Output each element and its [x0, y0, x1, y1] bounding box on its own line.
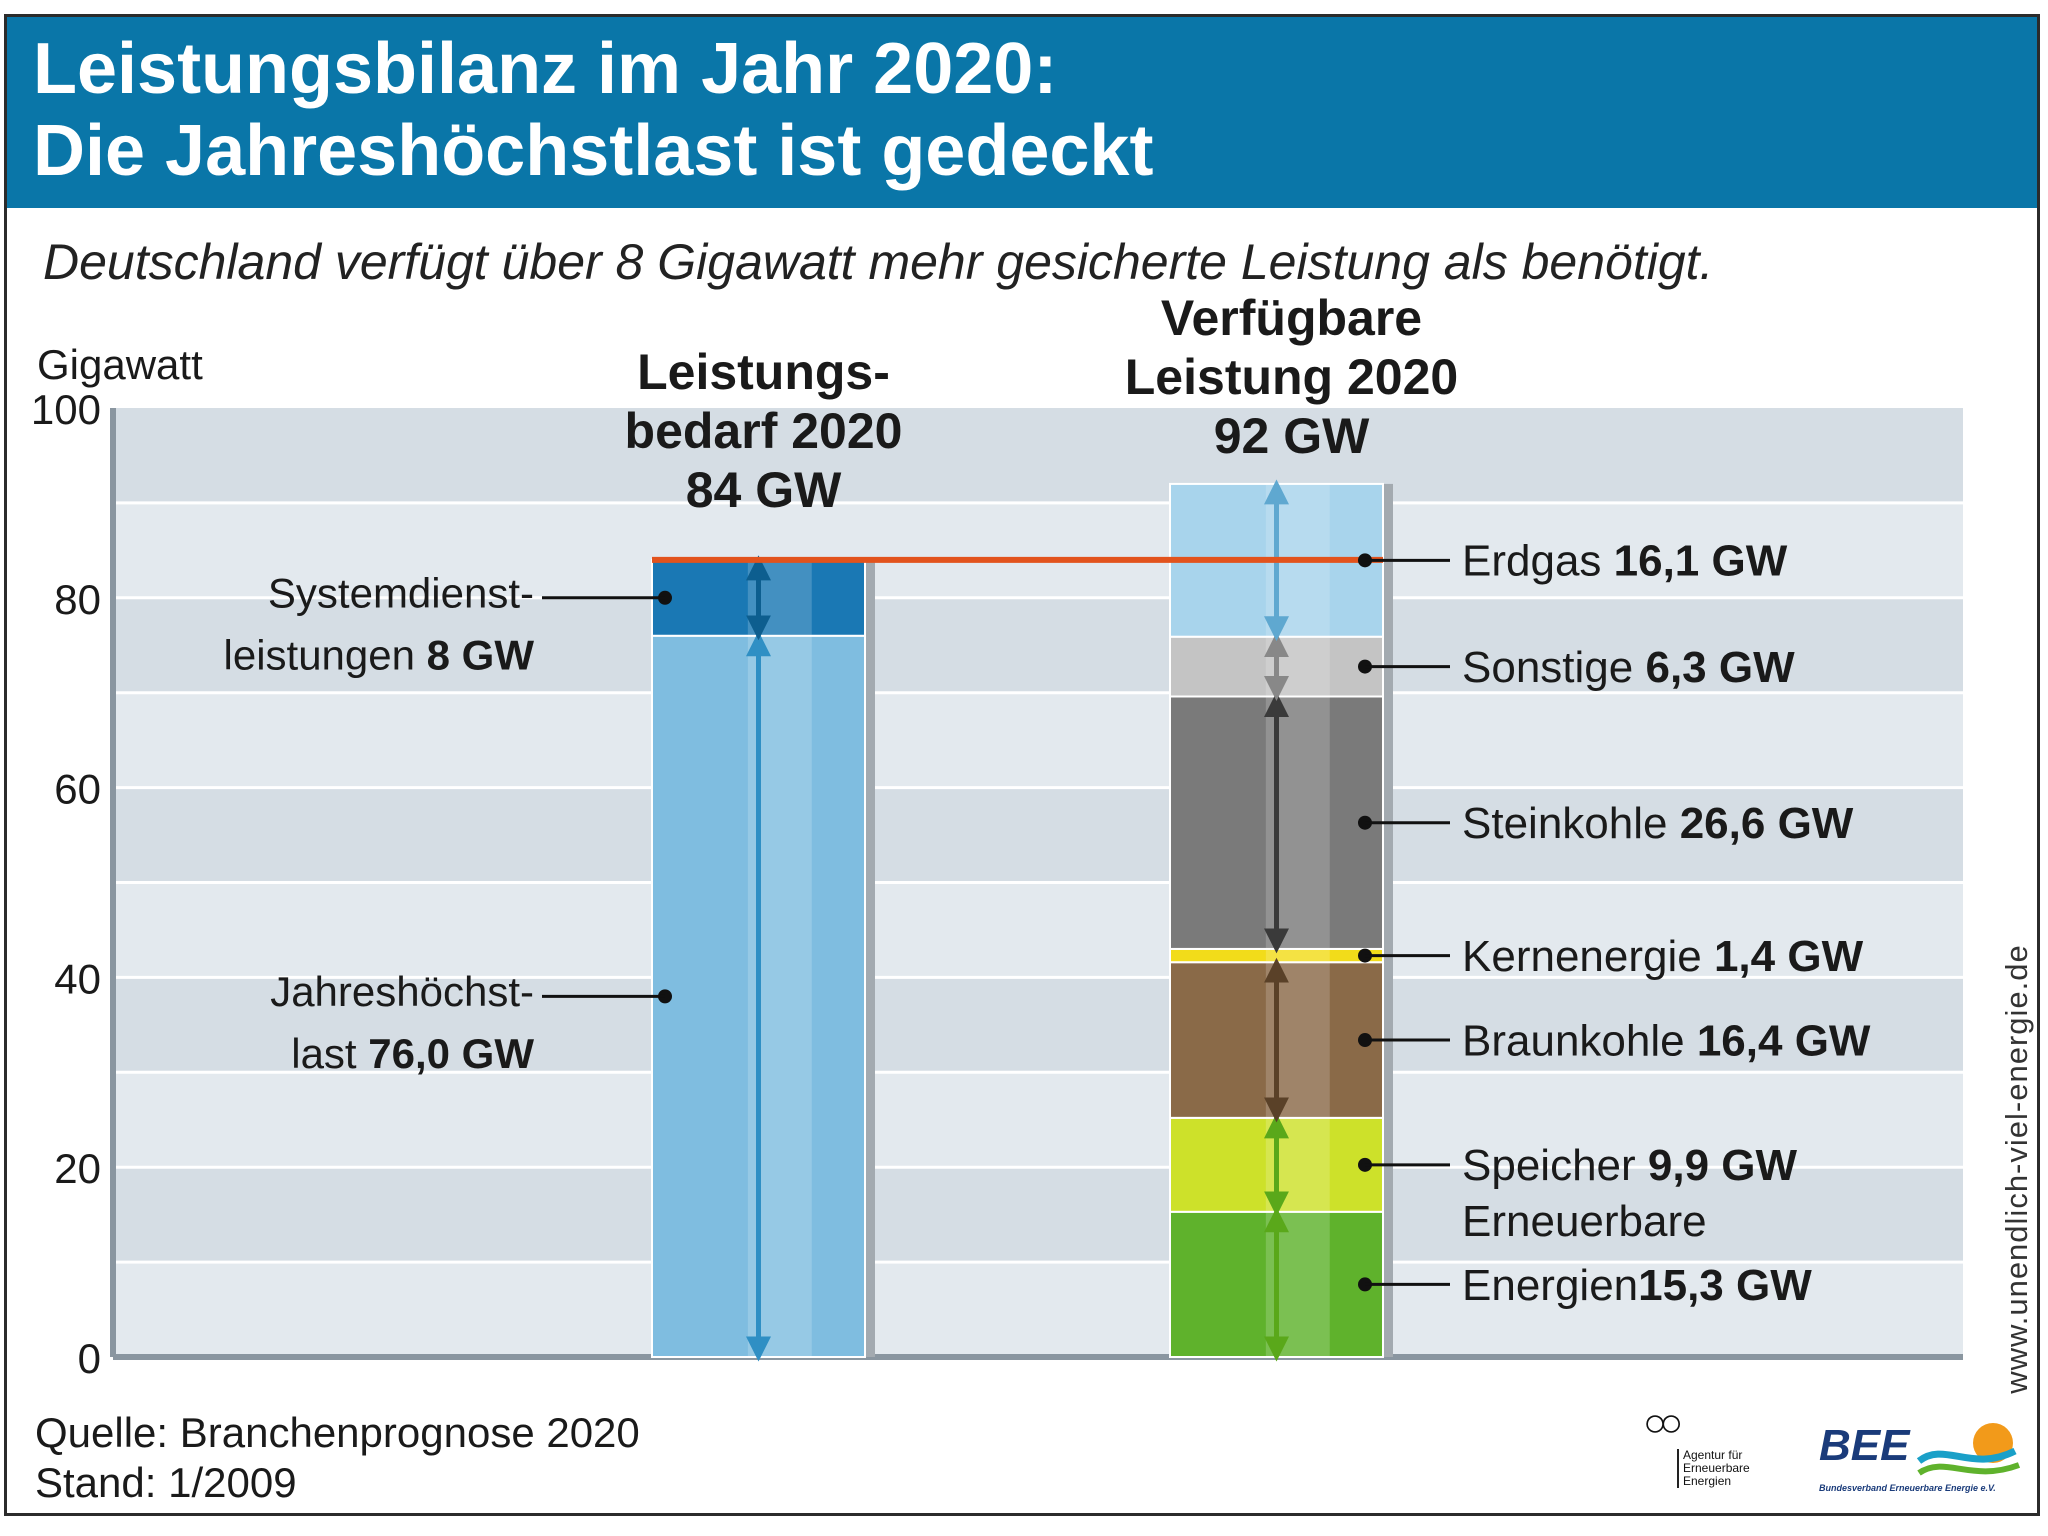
bar-shadow — [865, 559, 875, 1357]
grid-band — [113, 1072, 1963, 1168]
segment-label: Erdgas 16,1 GW — [1462, 537, 1788, 586]
bee-logo-name: BEE — [1819, 1421, 1910, 1470]
segment-label: Steinkohle 26,6 GW — [1462, 799, 1854, 848]
bar-title: Verfügbare Leistung 2020 92 GW — [1125, 290, 1458, 464]
segment-label: Braunkohle 16,4 GW — [1462, 1016, 1871, 1065]
grid-band — [113, 597, 1963, 693]
segment-label: Erneuerbare Energien15,3 GW — [1462, 1197, 1812, 1310]
grid-band — [113, 977, 1963, 1073]
grid-band — [113, 787, 1963, 883]
sun-wave-icon — [1916, 1423, 2021, 1476]
segment-label: Speicher 9,9 GW — [1462, 1141, 1798, 1190]
segment-label: Kernenergie 1,4 GW — [1462, 932, 1864, 981]
segment-label: Jahreshöchst-last 76,0 GW — [270, 968, 534, 1077]
y-tick-label: 80 — [54, 576, 101, 623]
y-tick-label: 40 — [54, 955, 101, 1002]
date-note: Stand: 1/2009 — [35, 1459, 297, 1506]
y-tick-label: 100 — [31, 386, 101, 433]
website-url[interactable]: www.unendlich-viel-energie.de — [1999, 944, 2034, 1394]
subtitle: Deutschland verfügt über 8 Gigawatt mehr… — [43, 234, 1714, 290]
grid-band — [113, 1167, 1963, 1263]
grid-band — [113, 502, 1963, 598]
bar-title: Leistungs-bedarf 2020 84 GW — [625, 344, 903, 518]
title-line-1: Leistungsbilanz im Jahr 2020: — [33, 29, 1058, 109]
title-line-2: Die Jahreshöchstlast ist gedeckt — [33, 111, 1154, 191]
grid-band — [113, 408, 1963, 503]
grid-band — [113, 692, 1963, 788]
aee-logo: ○○ Agentur für Erneuerbare Energien — [1643, 1401, 1783, 1511]
bar-highlight — [1265, 949, 1330, 962]
bar-shadow — [1383, 483, 1393, 1357]
aee-logo-text: Agentur für Erneuerbare Energien — [1677, 1449, 1783, 1488]
grid-band — [113, 1262, 1963, 1357]
bee-logo-subtitle: Bundesverband Erneuerbare Energie e.V. — [1819, 1483, 1996, 1493]
infinity-icon: ○○ — [1643, 1401, 1683, 1445]
segment-label: Sonstige 6,3 GW — [1462, 643, 1795, 692]
y-axis-label: Gigawatt — [37, 341, 203, 388]
y-tick-label: 0 — [78, 1335, 101, 1382]
y-tick-label: 60 — [54, 766, 101, 813]
segment-label: Systemdienst-leistungen 8 GW — [224, 570, 535, 679]
grid-band — [113, 882, 1963, 978]
y-tick-label: 20 — [54, 1145, 101, 1192]
infographic: Leistungsbilanz im Jahr 2020: Die Jahres… — [4, 14, 2040, 1516]
source-note: Quelle: Branchenprognose 2020 — [35, 1409, 640, 1456]
header-banner: Leistungsbilanz im Jahr 2020: Die Jahres… — [7, 17, 2037, 208]
bee-logo: BEE Bundesverband Erneuerbare Energie e.… — [1819, 1421, 2037, 1511]
